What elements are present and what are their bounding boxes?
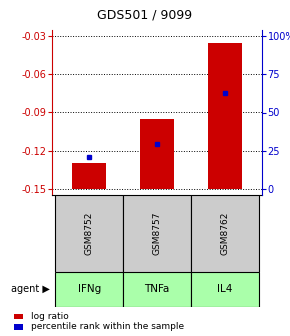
Text: GDS501 / 9099: GDS501 / 9099	[97, 8, 193, 21]
Text: GSM8752: GSM8752	[85, 212, 94, 255]
Bar	[55, 195, 123, 272]
Text: TNFa: TNFa	[144, 285, 170, 294]
Text: log ratio: log ratio	[31, 312, 69, 321]
Text: GSM8757: GSM8757	[153, 212, 162, 255]
Text: percentile rank within the sample: percentile rank within the sample	[31, 323, 184, 331]
Bar	[14, 313, 23, 320]
Text: agent ▶: agent ▶	[11, 285, 50, 294]
Text: GSM8762: GSM8762	[220, 212, 229, 255]
Text: IFNg: IFNg	[78, 285, 101, 294]
Bar	[14, 324, 23, 330]
Text: IL4: IL4	[217, 285, 232, 294]
Bar	[191, 195, 259, 272]
Bar	[72, 163, 106, 188]
Bar	[123, 195, 191, 272]
Bar	[55, 272, 123, 307]
Bar	[123, 272, 191, 307]
Bar	[208, 43, 242, 188]
Bar	[191, 272, 259, 307]
Bar	[140, 119, 174, 188]
